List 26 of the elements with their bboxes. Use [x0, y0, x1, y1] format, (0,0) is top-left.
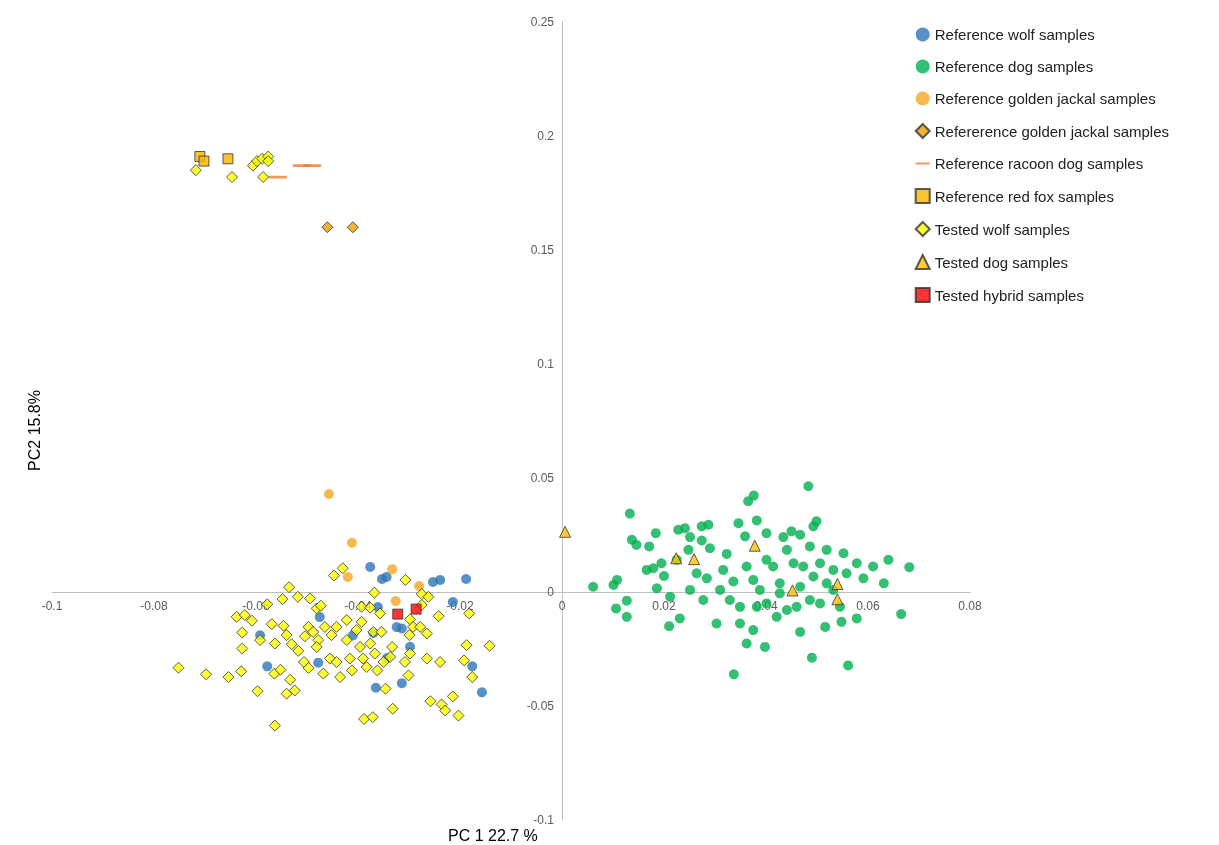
x-tick-label: 0.02	[652, 599, 676, 613]
legend-label: Tested wolf samples	[934, 220, 1070, 238]
x-tick-label: -0.08	[140, 599, 168, 613]
x-tick-label: -0.1	[41, 599, 63, 613]
y-tick-label: -0.1	[533, 813, 555, 827]
x-tick-label: -0.02	[446, 599, 474, 613]
legend-label: Tested hybrid samples	[934, 286, 1084, 304]
x-tick-label: 0	[558, 599, 566, 613]
legend-label: Reference racoon dog samples	[934, 155, 1144, 172]
y-tick-label: 0.2	[537, 129, 555, 143]
legend-label: Reference golden jackal samples	[934, 90, 1156, 107]
y-tick-label: 0.05	[530, 471, 555, 485]
legend-label: Reference wolf samples	[934, 26, 1095, 43]
y-tick-label: 0.25	[530, 15, 555, 29]
legend-label: Refererence golden jackal samples	[934, 122, 1169, 140]
y-axis-title: PC2 15.8%	[25, 390, 43, 471]
x-axis-title: PC 1 22.7 %	[448, 826, 538, 844]
x-tick-label: 0.08	[958, 599, 982, 613]
legend-label: Reference red fox samples	[934, 187, 1114, 205]
legend-label: Tested dog samples	[934, 253, 1069, 271]
legend-label: Reference dog samples	[934, 58, 1094, 75]
x-tick-label: 0.06	[856, 599, 880, 613]
y-tick-label: 0	[547, 585, 555, 599]
y-tick-label: 0.1	[537, 357, 555, 371]
y-tick-label: 0.15	[530, 243, 555, 257]
y-tick-label: -0.05	[526, 699, 555, 713]
